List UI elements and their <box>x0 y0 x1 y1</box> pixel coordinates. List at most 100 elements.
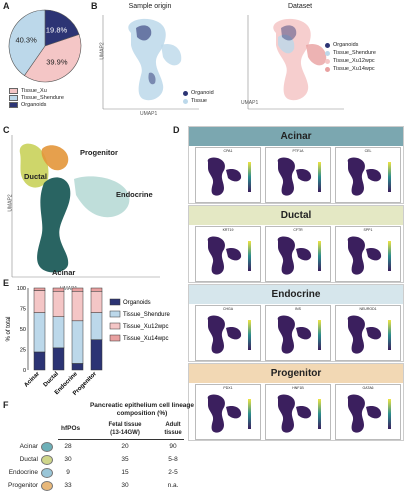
feature-plot-gene: PDX1 <box>223 386 233 390</box>
legend-label: Tissue_Xu12wpc <box>123 324 168 330</box>
legend-label: Tissue_Xu12wpc <box>333 58 375 64</box>
feature-plot: SPP1 <box>335 226 401 282</box>
legend-label: Tissue_Shendure <box>333 50 376 56</box>
cluster-label-ductal: Ductal <box>24 172 47 181</box>
panel-letter-b: B <box>91 1 98 11</box>
feature-plot-gene: KRT19 <box>222 228 234 232</box>
pie-legend-item: Organoids <box>9 102 46 108</box>
table-row-label: Endocrine <box>8 469 38 476</box>
bar-segment <box>33 312 46 353</box>
feature-plot-gene: INS <box>295 307 301 311</box>
umap-b-left-ylabel: UMAP2 <box>99 42 106 60</box>
table-cell-adult: 5-8 <box>168 456 178 463</box>
umap-b-right-title: Dataset <box>287 3 313 10</box>
bar-segment <box>90 312 103 340</box>
table-header-fetal-sub: (13-14GW) <box>110 430 140 436</box>
bar-segment <box>52 287 65 292</box>
legend-dot <box>325 66 330 72</box>
bar-segment <box>33 290 46 313</box>
legend-label: Tissue_Shendure <box>21 95 64 101</box>
feature-umap <box>207 157 251 196</box>
umap-b-right-legend-item: Tissue_Xu12wpc <box>325 58 375 64</box>
bar-segment <box>71 291 84 322</box>
table-cell-hfpos: 28 <box>64 443 72 450</box>
feature-umap <box>347 236 391 275</box>
cluster-label-acinar: Acinar <box>52 268 76 277</box>
bar-segment <box>33 351 46 371</box>
bar-segment <box>71 363 84 371</box>
pie-slice-label: 19.8% <box>46 25 68 34</box>
legend-label: Tissue_Xu14wpc <box>123 336 168 342</box>
table-cell-hfpos: 33 <box>64 482 72 489</box>
legend-dot <box>325 42 330 48</box>
legend-label: Organoids <box>123 300 151 306</box>
feature-plot: PDX1 <box>195 384 261 440</box>
legend-swatch <box>9 88 18 94</box>
feature-plot-gene: CHGA <box>222 307 234 311</box>
cluster-label-endocrine: Endocrine <box>116 190 153 199</box>
legend-label: Tissue_Xu14wpc <box>333 66 375 72</box>
feature-plot-gene: CFTR <box>293 228 303 232</box>
table-cell-fetal: 30 <box>121 482 129 489</box>
table-header-hfpos: hfPOs <box>61 425 81 432</box>
umap-dataset <box>247 15 344 110</box>
table-cell-fetal: 20 <box>121 443 129 450</box>
legend-swatch <box>9 95 18 101</box>
feature-umap <box>207 394 251 433</box>
x-tick-label: Ductal <box>43 371 60 388</box>
legend-dot <box>325 50 330 56</box>
pie-slice <box>8 9 46 76</box>
umap-b-right-xlabel: UMAP1 <box>241 100 259 106</box>
pie-slice <box>23 34 82 83</box>
legend-label: Organoid <box>191 90 214 96</box>
feature-section-title: Endocrine <box>189 285 403 304</box>
umap-b-right-legend-item: Tissue_Xu14wpc <box>325 66 375 72</box>
legend-swatch <box>109 298 121 306</box>
bar-segment <box>33 287 46 291</box>
feature-plot: CEL <box>335 147 401 203</box>
feature-section-title: Ductal <box>189 206 403 225</box>
table-cell-hfpos: 9 <box>66 469 70 476</box>
x-tick-label: Acinar <box>23 371 41 389</box>
table-rule <box>58 439 184 440</box>
legend-dot <box>183 98 188 104</box>
cell-icon <box>41 481 53 491</box>
umap-c-xlabel: UMAP1 <box>60 286 78 292</box>
feature-umap <box>277 157 321 196</box>
feature-plot-gene: HNF1B <box>292 386 304 390</box>
table-cell-adult: 2-5 <box>168 469 178 476</box>
feature-section-title: Progenitor <box>189 364 403 383</box>
table-row-label: Acinar <box>19 443 38 450</box>
feature-section-endocrine: Endocrine CHGA INS NEUROD1 <box>188 284 404 362</box>
feature-section-acinar: Acinar CPA1 PTF1A CEL <box>188 126 404 204</box>
umap-b-left-legend-item: Organoid <box>183 90 214 96</box>
legend-label: Tissue_Xu <box>21 88 47 94</box>
panel-letter-c: C <box>3 125 10 135</box>
feature-plot-gene: PTF1A <box>292 149 304 153</box>
panel-letter-a: A <box>3 1 10 11</box>
feature-umap <box>347 315 391 354</box>
feature-umap <box>277 315 321 354</box>
y-axis-label: % of total <box>6 316 12 341</box>
table-header-adult-sub: tissue <box>164 430 182 436</box>
cell-icon <box>41 455 53 465</box>
umap-c-ylabel: UMAP2 <box>7 194 14 212</box>
feature-plot: CPA1 <box>195 147 261 203</box>
umap-clusters <box>11 135 160 278</box>
umap-b-left-title: Sample origin <box>128 3 172 10</box>
feature-plot: KRT19 <box>195 226 261 282</box>
table-header-adult: Adult <box>165 422 181 428</box>
table-cell-fetal: 15 <box>121 469 129 476</box>
legend-swatch <box>109 334 121 342</box>
bar-segment <box>71 287 84 292</box>
feature-plot: CHGA <box>195 305 261 361</box>
legend-swatch <box>9 102 18 108</box>
feature-plot: CFTR <box>265 226 331 282</box>
panel-letter-f: F <box>3 400 9 410</box>
feature-umap <box>207 236 251 275</box>
cell-icon <box>41 468 53 478</box>
table-row-label: Progenitor <box>8 482 38 489</box>
legend-label: Tissue <box>191 98 207 104</box>
panel-letter-e: E <box>3 278 10 288</box>
